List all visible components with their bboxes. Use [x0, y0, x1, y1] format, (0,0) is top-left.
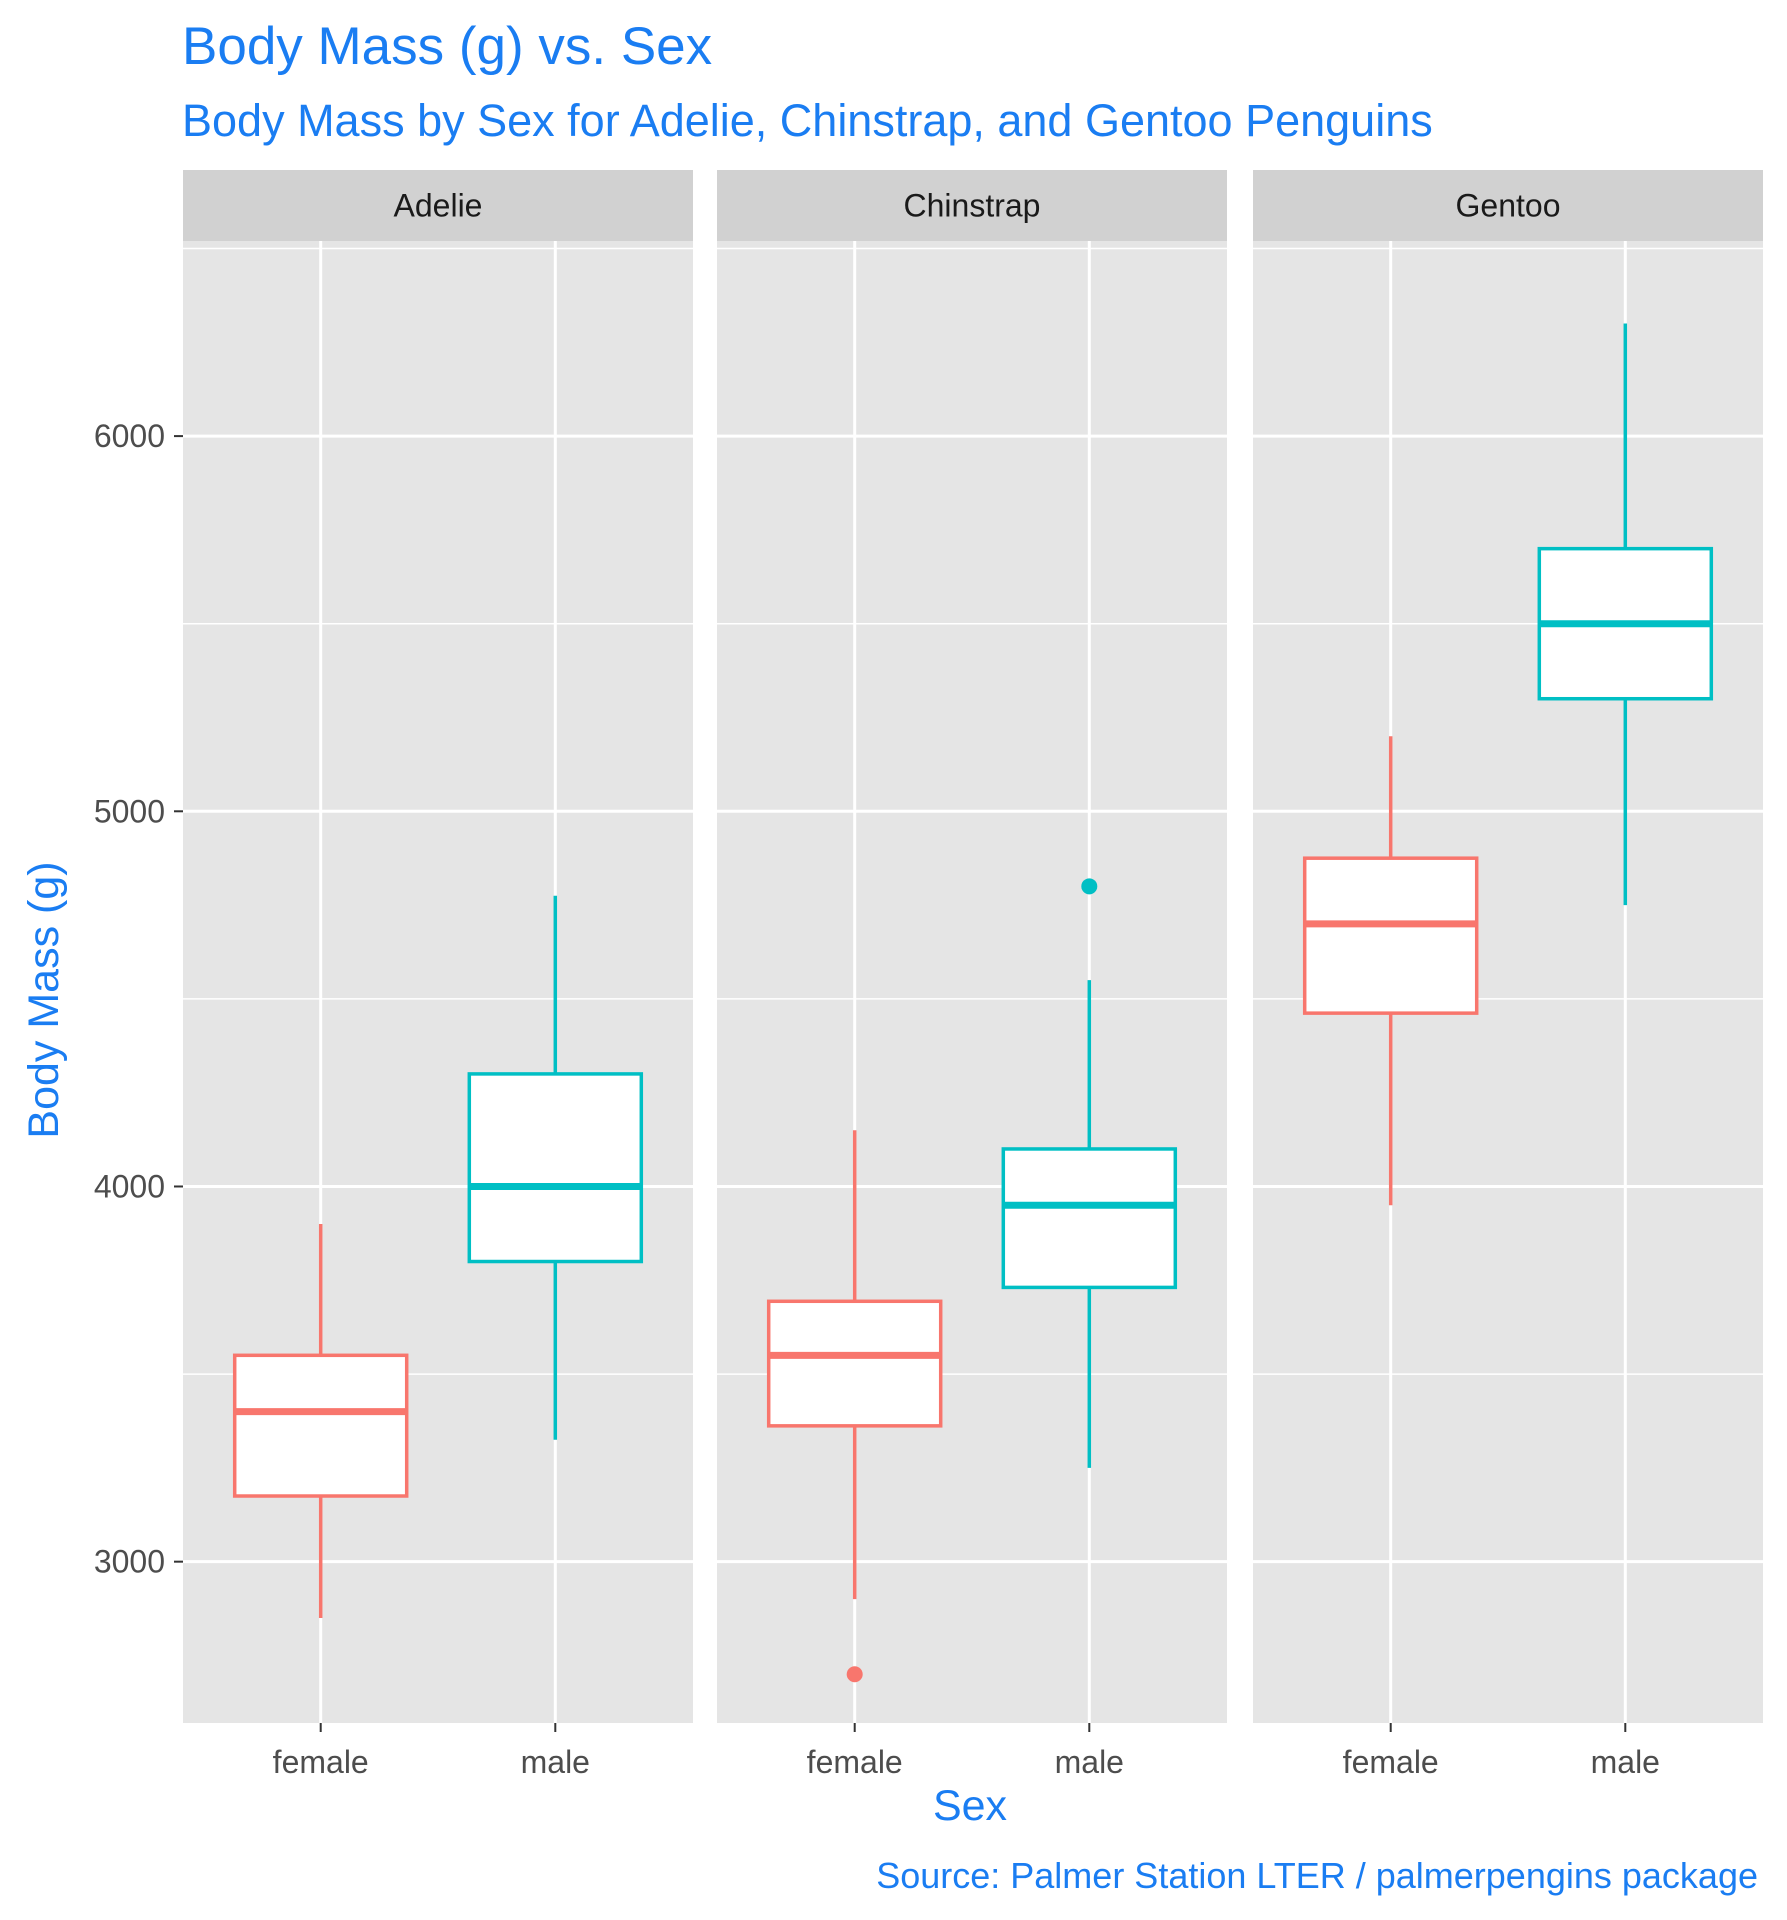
y-tick-label: 4000 [94, 1168, 165, 1204]
x-axis-title: Sex [933, 1782, 1008, 1830]
facet-label: Chinstrap [904, 188, 1041, 224]
iqr-box [232, 1353, 409, 1498]
facet-panel-gentoo: Gentoo female male [1253, 170, 1763, 1780]
x-tick-label: female [273, 1744, 369, 1780]
iqr-box [1302, 856, 1479, 1015]
y-tick-label: 5000 [94, 793, 165, 829]
x-tick-label: female [1343, 1744, 1439, 1780]
iqr-box [1001, 1147, 1178, 1290]
facet-strip [183, 170, 693, 241]
boxplot-chinstrap-female [766, 1130, 943, 1683]
boxplot-adelie-male [467, 895, 644, 1440]
x-tick-label: female [807, 1744, 903, 1780]
chart-subtitle: Body Mass by Sex for Adelie, Chinstrap, … [182, 95, 1433, 146]
facet-strip [1253, 170, 1763, 241]
x-tick-label: male [1591, 1744, 1660, 1780]
facet-label: Adelie [394, 188, 483, 224]
x-tick-label: male [521, 1744, 590, 1780]
panel-background [183, 241, 693, 1723]
outlier-point [1081, 878, 1098, 895]
panel-background [717, 241, 1227, 1723]
y-tick-label: 3000 [94, 1544, 165, 1580]
boxplot-gentoo-female [1302, 736, 1479, 1206]
boxplot-adelie-female [232, 1223, 409, 1618]
y-axis-title: Body Mass (g) [20, 861, 68, 1138]
x-tick-label: male [1055, 1744, 1124, 1780]
chart-caption: Source: Palmer Station LTER / palmerpeng… [876, 1855, 1758, 1896]
iqr-box [766, 1299, 943, 1428]
y-tick-label: 6000 [94, 418, 165, 454]
iqr-box [467, 1072, 644, 1264]
y-axis: 3000 4000 5000 6000 [94, 418, 183, 1580]
outlier-point [846, 1666, 863, 1683]
facet-label: Gentoo [1456, 188, 1561, 224]
chart-title: Body Mass (g) vs. Sex [182, 17, 712, 76]
boxplot-gentoo-male [1537, 323, 1714, 906]
facet-strip [717, 170, 1227, 241]
facet-panel-adelie: Adelie female male [183, 170, 693, 1780]
facet-panel-chinstrap: Chinstrap female male [717, 170, 1227, 1780]
boxplot-chinstrap-male [1001, 878, 1178, 1468]
